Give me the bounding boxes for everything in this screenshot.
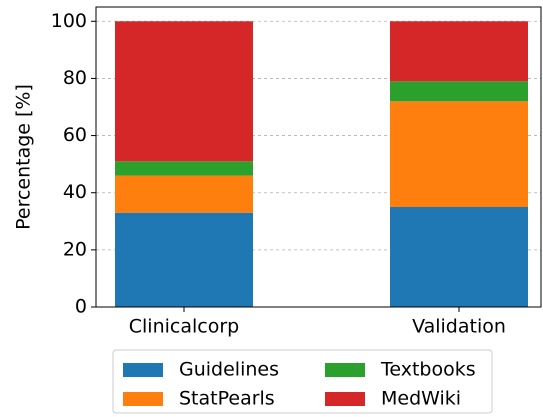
y-tick-label: 0 [75, 296, 87, 318]
legend-swatch [325, 363, 365, 377]
legend-box [112, 349, 493, 414]
y-axis-label: Percentage [%] [13, 84, 35, 230]
y-tick-label: 80 [63, 67, 87, 89]
legend-swatch [325, 392, 365, 406]
bar-segment [115, 161, 253, 176]
legend-swatch [123, 363, 163, 377]
legend-label: MedWiki [381, 388, 461, 410]
bar-segment [390, 81, 528, 102]
bar-segment [390, 21, 528, 82]
legend-swatch [123, 392, 163, 406]
y-tick-label: 40 [63, 181, 87, 203]
plot-frame [95, 6, 542, 308]
y-tick-label: 20 [63, 238, 87, 260]
bar-segment [390, 101, 528, 207]
bar-segment [115, 212, 253, 307]
bar-segment [390, 207, 528, 307]
legend-label: Textbooks [380, 359, 476, 381]
legend-label: StatPearls [179, 388, 275, 410]
legend-label: Guidelines [179, 359, 279, 381]
bar-segment [115, 21, 253, 162]
x-tick-label: Clinicalcorp [129, 316, 239, 338]
y-tick-label: 60 [63, 124, 87, 146]
x-tick-label: Validation [412, 316, 506, 338]
bar-segment [115, 175, 253, 213]
y-tick-label: 100 [51, 10, 87, 32]
